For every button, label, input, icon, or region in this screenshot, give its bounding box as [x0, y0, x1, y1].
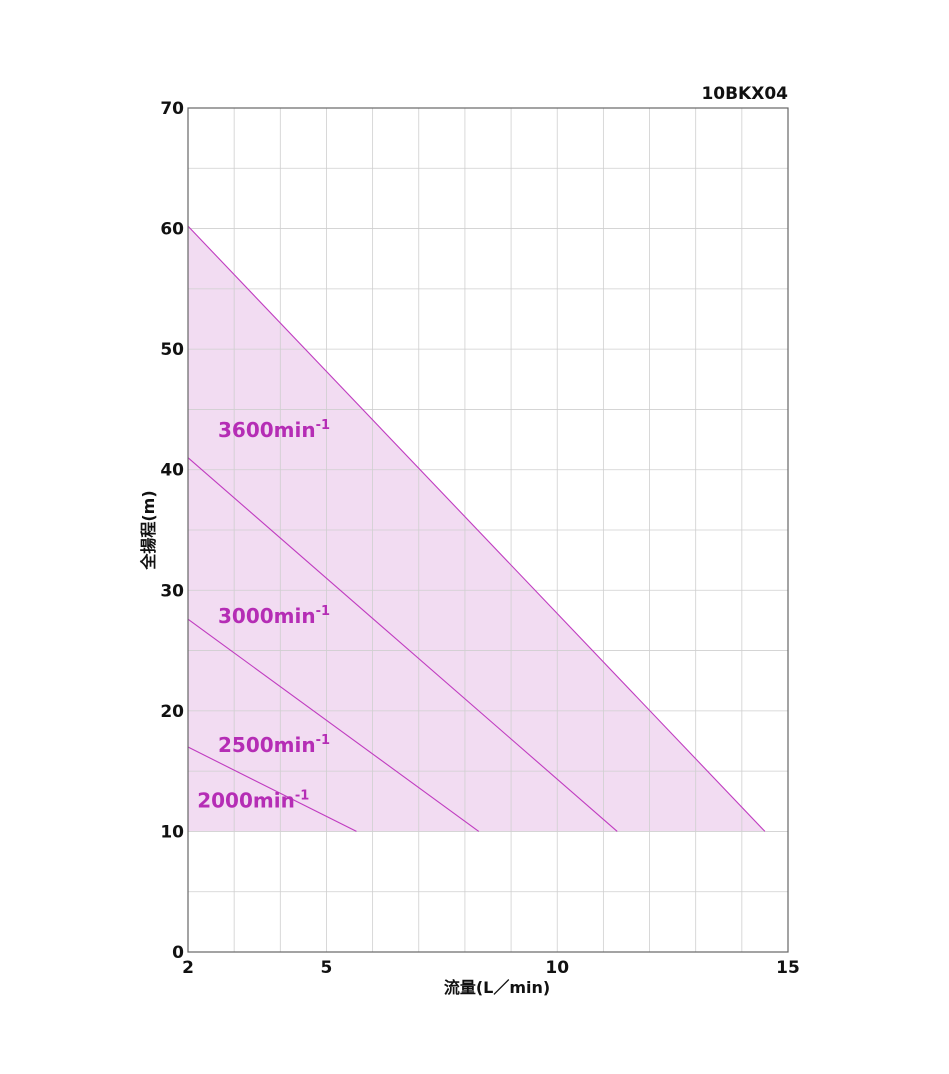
series-label-3000min: 3000min-1	[218, 604, 330, 628]
tick-labels: 2 5 10 15 0 10 20 30 40 50 60 70	[160, 99, 800, 978]
y-tick-label: 10	[160, 822, 184, 842]
series-line-3000min	[187, 457, 618, 832]
y-tick-label: 20	[160, 702, 184, 722]
speed-curves	[187, 225, 766, 832]
y-tick-label: 0	[172, 943, 184, 963]
plot-frame	[187, 107, 789, 953]
series-line-2000min	[187, 746, 357, 832]
x-tick-label: 2	[182, 958, 194, 978]
series-label-2000min: 2000min-1	[197, 788, 309, 812]
grid	[188, 108, 788, 952]
series-label-3600min: 3600min-1	[218, 418, 330, 442]
speed-labels: 3600min-1 3000min-1 2500min-1 2000min-1	[197, 418, 330, 812]
y-tick-label: 70	[160, 99, 184, 119]
y-tick-label: 30	[160, 581, 184, 601]
x-tick-label: 5	[321, 958, 333, 978]
series-line-2500min	[187, 618, 480, 832]
model-name: 10BKX04	[701, 84, 788, 104]
x-axis-title: 流量(L／min)	[444, 978, 550, 997]
y-tick-label: 40	[160, 461, 184, 481]
series-line-3600min	[187, 225, 766, 832]
y-axis-title: 全揚程(m)	[139, 490, 158, 570]
y-tick-label: 50	[160, 340, 184, 360]
y-tick-label: 60	[160, 220, 184, 240]
x-tick-label: 15	[776, 958, 800, 978]
x-tick-label: 10	[545, 958, 569, 978]
series-label-2500min: 2500min-1	[218, 733, 330, 757]
